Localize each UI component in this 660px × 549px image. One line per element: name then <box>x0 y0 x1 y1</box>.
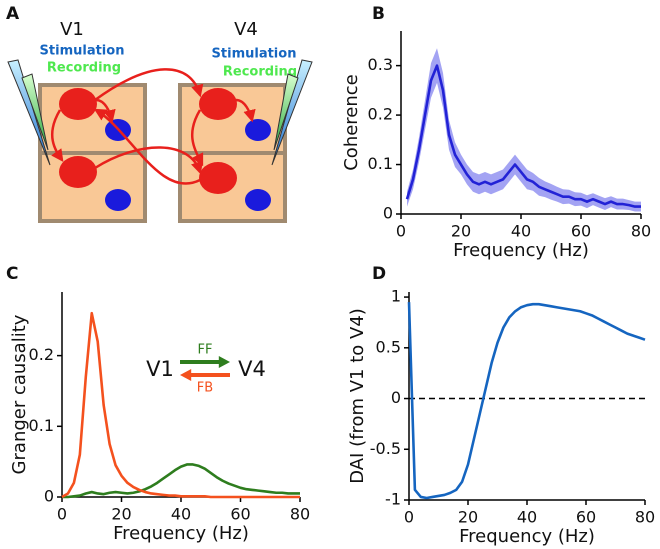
y-tick-label: 0.3 <box>368 55 393 74</box>
x-tick-label: 0 <box>404 508 414 527</box>
y-tick-label: 0 <box>44 487 54 506</box>
electrode <box>21 73 49 151</box>
area-label: V4 <box>234 19 258 40</box>
x-tick-label: 20 <box>111 505 131 524</box>
neuron <box>59 156 97 188</box>
panel-label: A <box>6 4 20 24</box>
x-tick-label: 60 <box>576 508 596 527</box>
y-axis-label: Granger causality <box>9 314 30 474</box>
x-tick-label: 40 <box>517 508 537 527</box>
y-tick-label: 0.2 <box>368 105 393 124</box>
x-tick-label: 60 <box>571 222 591 241</box>
annotation: V1 <box>146 357 174 381</box>
x-tick-label: 80 <box>290 505 310 524</box>
y-axis-label: Coherence <box>341 74 362 171</box>
connection <box>50 109 64 163</box>
error-band <box>407 48 641 212</box>
neuron <box>199 88 237 120</box>
neuron <box>105 189 131 211</box>
connection <box>190 109 204 167</box>
x-tick-label: 20 <box>451 222 471 241</box>
neuron <box>59 88 97 120</box>
connection <box>94 68 204 102</box>
x-tick-label: 40 <box>511 222 531 241</box>
panel-label: C <box>6 264 18 284</box>
x-tick-label: 80 <box>635 508 655 527</box>
x-tick-label: 20 <box>458 508 478 527</box>
panel-label: D <box>372 264 386 284</box>
y-tick-label: -1 <box>385 490 401 509</box>
stim-label: Stimulation <box>212 47 297 62</box>
y-tick-label: 0.2 <box>29 345 54 364</box>
line <box>407 302 646 500</box>
rec-label: Recording <box>47 61 121 76</box>
x-axis-label: Frequency (Hz) <box>113 523 249 544</box>
legend-arrowhead <box>218 356 230 368</box>
stim-label: Stimulation <box>40 44 125 59</box>
x-tick-label: 80 <box>631 222 651 241</box>
neuron <box>199 162 237 194</box>
area-label: V1 <box>60 19 84 40</box>
x-tick-label: 60 <box>230 505 250 524</box>
y-axis-label: DAI (from V1 to V4) <box>347 308 368 484</box>
connections <box>50 68 256 185</box>
neuron <box>245 189 271 211</box>
line <box>405 64 641 208</box>
y-tick-label: 0.5 <box>376 337 401 356</box>
neuron <box>245 119 271 141</box>
legend-arrowhead <box>180 369 192 381</box>
panel-label: B <box>372 4 385 24</box>
x-tick-label: 0 <box>57 505 67 524</box>
electrode <box>273 73 299 151</box>
connection <box>235 98 256 123</box>
x-tick-label: 40 <box>171 505 191 524</box>
excitatory <box>59 88 237 194</box>
x-tick-label: 0 <box>396 222 406 241</box>
y-tick-label: -0.5 <box>370 439 401 458</box>
legend-label: FF <box>198 343 213 358</box>
line <box>62 463 300 499</box>
legend-label: FB <box>197 381 213 396</box>
x-axis-label: Frequency (Hz) <box>453 240 589 261</box>
y-tick-label: 0 <box>391 388 401 407</box>
y-tick-label: 1 <box>391 287 401 306</box>
y-tick-label: 0.1 <box>368 154 393 173</box>
connection <box>95 98 116 123</box>
annotation: V4 <box>238 357 266 381</box>
y-tick-label: 0 <box>383 204 393 223</box>
rec-label: Recording <box>223 65 297 80</box>
y-tick-label: 0.1 <box>29 416 54 435</box>
line <box>61 311 300 499</box>
x-axis-label: Frequency (Hz) <box>459 526 595 547</box>
electrodes <box>7 59 313 166</box>
diagram: A V1 V4 Stimulation Recording Stimulatio… <box>6 4 313 223</box>
